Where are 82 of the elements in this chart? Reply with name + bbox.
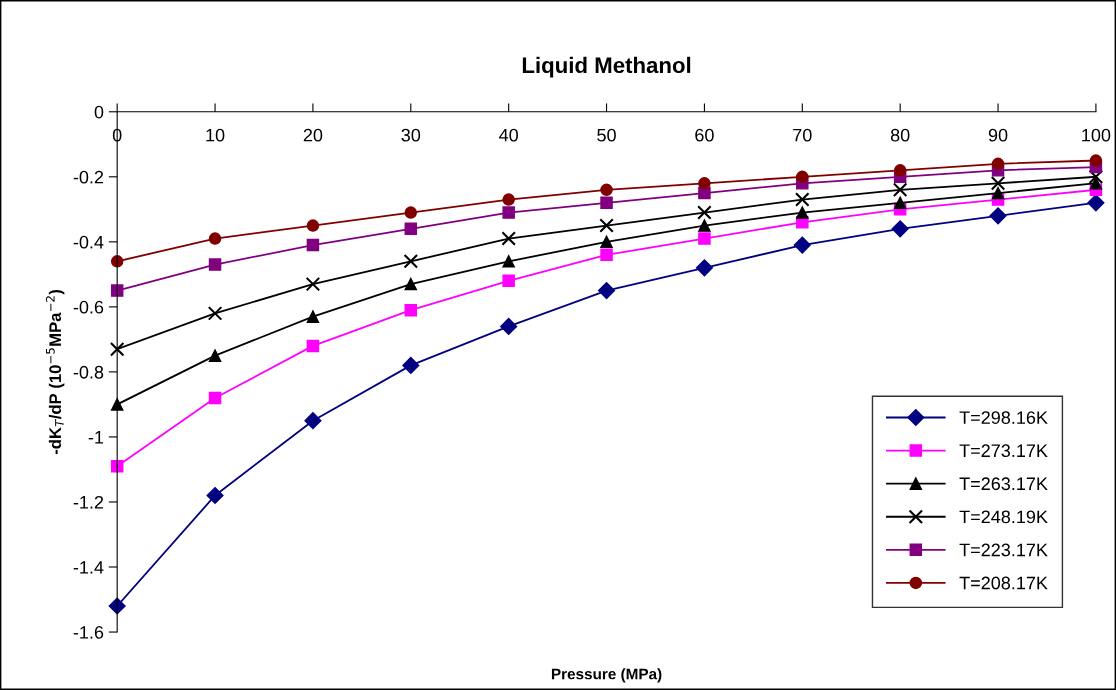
point <box>597 282 616 300</box>
point <box>306 219 320 232</box>
point <box>893 164 907 177</box>
point <box>404 277 418 291</box>
point <box>305 276 321 292</box>
legend-label: T=298.16K <box>959 411 1048 424</box>
point <box>795 192 810 207</box>
y-tick-label: -0.2 <box>73 170 104 184</box>
point <box>208 232 222 245</box>
x-axis-title: Pressure (MPa) <box>551 668 662 683</box>
point <box>1087 194 1105 212</box>
point <box>1089 154 1103 167</box>
point <box>600 196 613 210</box>
y-tick-label: -0.6 <box>73 300 104 314</box>
legend-label: T=223.17K <box>959 543 1048 557</box>
y-tick-label: -1.4 <box>73 561 104 574</box>
point <box>206 486 224 505</box>
point <box>695 259 713 277</box>
x-tick-label: 30 <box>401 128 421 142</box>
y-tick-label: -0.8 <box>73 365 104 379</box>
point <box>991 157 1005 171</box>
y-tick-label: 0 <box>94 105 104 119</box>
point <box>208 258 222 271</box>
point <box>500 317 518 335</box>
point <box>796 170 809 184</box>
point <box>402 356 420 374</box>
point <box>698 232 711 245</box>
y-tick-label: -0.4 <box>73 235 104 249</box>
legend-label: T=273.17K <box>959 444 1048 458</box>
y-tick-label: -1.6 <box>73 625 104 639</box>
point <box>404 206 418 219</box>
legend-label: T=263.17K <box>959 477 1048 491</box>
point <box>600 235 613 249</box>
point <box>893 196 907 210</box>
point <box>891 220 909 238</box>
point <box>306 238 320 252</box>
legend-label: T=248.19K <box>959 510 1048 524</box>
point <box>502 274 515 288</box>
point <box>1088 169 1104 185</box>
y-axis-title: -dK$_{T}$/dP (10$^{−5}$MPa$^{−2}$) <box>45 289 65 455</box>
point <box>989 207 1007 225</box>
point <box>207 306 223 321</box>
chart-title: Liquid Methanol <box>522 56 691 78</box>
point <box>698 219 711 232</box>
point <box>502 206 515 219</box>
point <box>403 254 419 269</box>
point <box>796 206 809 219</box>
x-tick-label: 10 <box>206 128 225 142</box>
point <box>991 186 1005 200</box>
point <box>600 248 613 262</box>
point <box>892 182 908 198</box>
point <box>404 222 418 236</box>
y-tick-label: -1 <box>88 431 104 444</box>
point <box>110 398 124 411</box>
x-tick-label: 80 <box>890 128 910 142</box>
y-tick-label: -1.2 <box>73 495 104 509</box>
point <box>304 412 322 430</box>
x-tick-label: 60 <box>695 128 714 142</box>
point <box>600 183 613 197</box>
x-tick-label: 100 <box>1082 128 1111 142</box>
point <box>109 341 125 357</box>
x-tick-label: 70 <box>793 128 812 142</box>
point <box>404 303 418 317</box>
point <box>501 231 516 246</box>
point <box>208 391 222 405</box>
x-tick-label: 90 <box>988 128 1008 142</box>
point <box>1089 177 1103 190</box>
legend-label: T=208.17K <box>959 576 1048 590</box>
point <box>698 177 711 190</box>
point <box>306 310 320 323</box>
point <box>599 218 614 233</box>
point <box>793 236 811 254</box>
point <box>110 284 124 297</box>
point <box>502 193 515 206</box>
point <box>990 176 1006 191</box>
x-tick-label: 50 <box>597 128 616 142</box>
x-tick-label: 40 <box>499 128 519 142</box>
x-tick-label: 20 <box>303 128 323 142</box>
point <box>208 349 222 362</box>
point <box>306 339 320 353</box>
point <box>697 205 712 220</box>
point <box>502 255 515 268</box>
